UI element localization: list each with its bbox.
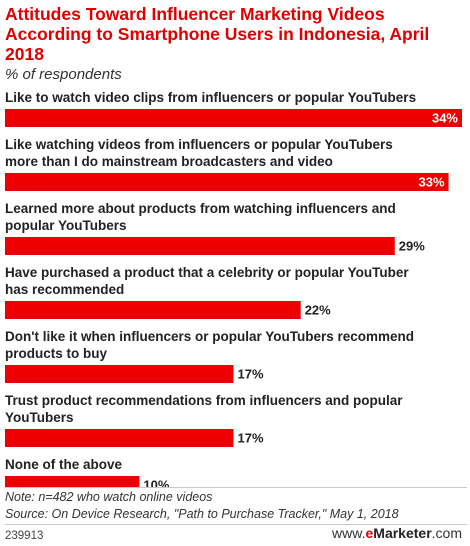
chart-title: Attitudes Toward Influencer Marketing Vi… [5, 4, 430, 64]
footer-divider [5, 487, 467, 488]
bar[interactable] [5, 109, 462, 127]
value-label: 17% [238, 431, 264, 446]
chart-id: 239913 [5, 530, 44, 542]
chart-subtitle: % of respondents [5, 66, 122, 83]
category-label: Trust product recommendations from influ… [5, 393, 403, 408]
category-label: None of the above [5, 457, 123, 472]
category-label: Like to watch video clips from influence… [5, 90, 416, 105]
category-label: Learned more about products from watchin… [5, 201, 396, 216]
brand-suffix: .com [431, 525, 462, 541]
bar-group: Trust product recommendations from influ… [5, 393, 403, 447]
value-label: 17% [238, 367, 264, 382]
bar-group: Like watching videos from influencers or… [5, 137, 449, 191]
bar[interactable] [5, 365, 234, 383]
value-label: 33% [419, 175, 445, 190]
footnote-note: Note: n=482 who watch online videos [5, 490, 213, 504]
brand-e: e [365, 525, 374, 541]
brand-prefix: www. [332, 525, 366, 541]
bar[interactable] [5, 429, 234, 447]
category-label: Have purchased a product that a celebrit… [5, 265, 409, 280]
category-label: has recommended [5, 282, 124, 297]
bar-group: Don't like it when influencers or popula… [5, 329, 414, 383]
category-label: Like watching videos from influencers or… [5, 137, 393, 152]
bar-group: None of the above 10% [5, 457, 170, 488]
category-label: Don't like it when influencers or popula… [5, 329, 414, 344]
category-label: popular YouTubers [5, 218, 127, 233]
footer-divider-bottom [5, 524, 467, 525]
value-label: 29% [399, 239, 425, 254]
brand-name-rest: Marketer [373, 525, 432, 541]
category-label: more than I do mainstream broadcasters a… [5, 154, 333, 169]
bar[interactable] [5, 173, 449, 191]
bar-group: Have purchased a product that a celebrit… [5, 265, 409, 319]
bar[interactable] [5, 476, 140, 488]
value-label: 10% [143, 478, 169, 489]
value-label: 34% [432, 111, 458, 126]
value-label: 22% [305, 303, 331, 318]
footnote-source: Source: On Device Research, "Path to Pur… [5, 507, 399, 521]
bar-chart: Like to watch video clips from influence… [5, 90, 462, 488]
bar[interactable] [5, 237, 395, 255]
category-label: YouTubers [5, 410, 74, 425]
bar-group: Learned more about products from watchin… [5, 201, 425, 255]
emarketer-logo[interactable]: www.eMarketer.com [332, 525, 462, 541]
category-label: products to buy [5, 346, 107, 361]
bar-group: Like to watch video clips from influence… [5, 90, 462, 127]
bar[interactable] [5, 301, 301, 319]
